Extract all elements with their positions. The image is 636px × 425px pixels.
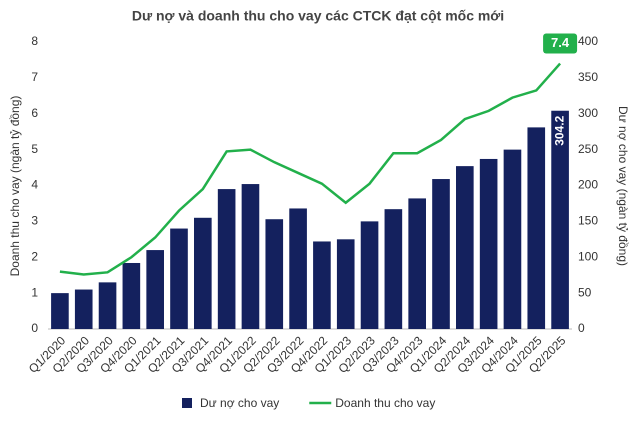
y2-tick-label: 250 <box>578 142 598 156</box>
bar <box>265 219 284 329</box>
y2-tick-label: 150 <box>578 214 598 228</box>
bar <box>384 209 403 329</box>
bar <box>146 250 164 329</box>
data-label-box <box>543 33 578 54</box>
bar <box>313 241 331 329</box>
y2-tick-label: 0 <box>578 321 585 335</box>
y-axis-title: Doanh thu cho vay (ngàn tỷ đồng) <box>8 96 22 277</box>
line <box>59 62 562 276</box>
y-tick-label: 2 <box>31 249 38 263</box>
bar <box>336 239 355 329</box>
y-tick-label: 8 <box>31 34 38 48</box>
bar <box>289 208 307 329</box>
y2-axis-title: Dư nợ cho vay (ngàn tỷ đồng) <box>616 106 630 266</box>
y-tick-label: 0 <box>31 321 38 335</box>
bar <box>74 289 93 329</box>
bar <box>217 189 236 329</box>
bar <box>503 149 522 329</box>
y2-tick-label: 50 <box>578 285 592 299</box>
legend-label: Dư nợ cho vay <box>200 396 279 410</box>
bar <box>360 221 379 329</box>
bar <box>551 110 569 329</box>
bar <box>527 127 546 329</box>
y2-tick-label: 300 <box>578 106 598 120</box>
legend-label: Doanh thu cho vay <box>335 396 435 410</box>
bar <box>122 262 141 329</box>
legend-swatch <box>182 398 192 408</box>
data-label: 7.4 <box>551 35 570 50</box>
y-tick-label: 6 <box>31 106 38 120</box>
bar <box>51 293 69 329</box>
bar <box>479 158 498 329</box>
bar <box>432 179 450 329</box>
bar <box>194 217 212 329</box>
bar <box>408 198 426 329</box>
chart-title: Dư nợ và doanh thu cho vay các CTCK đạt … <box>132 8 504 24</box>
bar <box>456 166 474 329</box>
y-tick-label: 5 <box>31 142 38 156</box>
y2-tick-label: 100 <box>578 249 598 263</box>
y2-tick-label: 350 <box>578 70 598 84</box>
y-tick-label: 1 <box>31 285 38 299</box>
data-label: 304.2 <box>552 115 566 145</box>
y-tick-label: 3 <box>31 214 38 228</box>
y-tick-label: 4 <box>31 178 38 192</box>
y2-tick-label: 400 <box>578 34 598 48</box>
y-tick-label: 7 <box>31 70 38 84</box>
bar <box>241 184 260 329</box>
bar <box>98 282 117 329</box>
y2-tick-label: 200 <box>578 178 598 192</box>
bar <box>170 228 188 329</box>
